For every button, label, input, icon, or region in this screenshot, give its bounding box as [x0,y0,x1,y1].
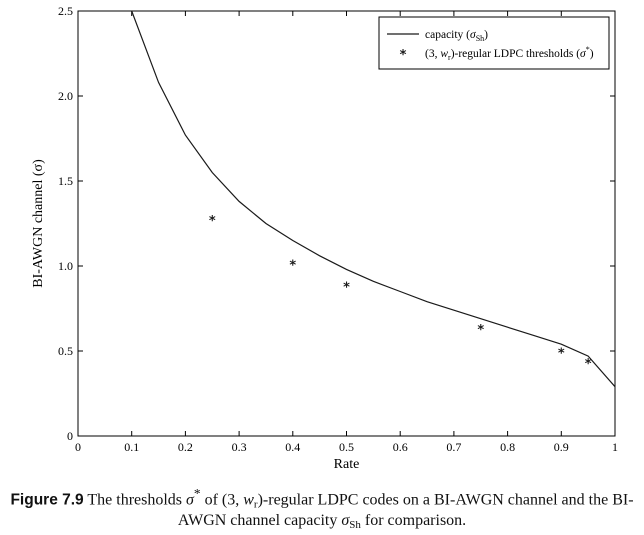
legend-text: )-regular LDPC thresholds ( [451,48,581,60]
legend-sigma: σ [470,29,477,41]
caption-sigma-2: σ [341,512,350,530]
threshold-marker: * [585,357,592,372]
legend-capacity-label: capacity (σSh) [425,29,488,43]
x-tick-label: 0.9 [554,440,569,454]
y-tick-label: 1.5 [58,174,73,188]
threshold-marker: * [209,214,216,229]
caption-star: * [193,486,201,501]
caption-sigma: σ [186,491,194,509]
y-tick-label: 2.0 [58,89,73,103]
caption-sh-sub: Sh [349,519,361,532]
y-tick-label: 1.0 [58,259,73,273]
caption-text-1: The thresholds [83,491,187,509]
caption-text-2: of (3, [200,491,244,509]
threshold-marker: * [477,323,484,338]
legend-text: ) [484,29,488,41]
x-tick-label: 0 [75,440,81,454]
x-tick-label: 0.3 [232,440,247,454]
legend-sub: Sh [476,34,484,43]
x-tick-label: 1 [612,440,618,454]
caption-text-3: )-regular LDPC codes on a BI-AWGN channe… [177,491,634,530]
chart-svg: 0 0.1 0.2 0.3 0.4 0.5 0.6 0.7 0.8 0.9 1 0 0.5 1.0 1.5 2… [31,4,618,472]
y-tick-label: 2.5 [58,4,73,18]
legend-box [378,16,610,70]
x-tick-label: 0.5 [339,440,354,454]
legend-marker-sample: * [400,48,407,63]
caption-label: Figure 7.9 [10,491,84,509]
legend-text: ) [590,48,594,60]
caption-w-sub: r [253,498,258,511]
legend-sub: r [448,53,451,62]
y-tick-label: 0 [67,429,73,443]
legend-thresholds-label: (3, wr)-regular LDPC thresholds (σ*) [425,45,594,62]
caption-w: w [243,491,254,509]
threshold-marker: * [343,280,350,295]
x-tick-label: 0.8 [500,440,515,454]
legend-w: w [440,48,448,60]
x-tick-label: 0.4 [285,440,300,454]
threshold-marker: * [558,347,565,362]
x-tick-label: 0.7 [446,440,461,454]
plot-frame [77,10,616,437]
threshold-marker: * [289,258,296,273]
legend-text: capacity ( [425,29,470,41]
x-tick-label: 0.2 [178,440,193,454]
legend-sup: * [586,45,590,54]
legend-sigma: σ [580,48,587,60]
y-tick-label: 0.5 [58,344,73,358]
caption-text-4: for comparison. [360,512,467,530]
x-tick-label: 0.1 [124,440,139,454]
legend-text: (3, [425,48,440,60]
figure-caption: Figure 7.9 The thresholds σ* of (3, wr)-… [0,483,644,531]
capacity-line [131,11,615,388]
x-axis-label: Rate [334,457,360,472]
y-axis-label: BI-AWGN channel (σ) [31,159,46,288]
x-tick-label: 0.6 [393,440,408,454]
